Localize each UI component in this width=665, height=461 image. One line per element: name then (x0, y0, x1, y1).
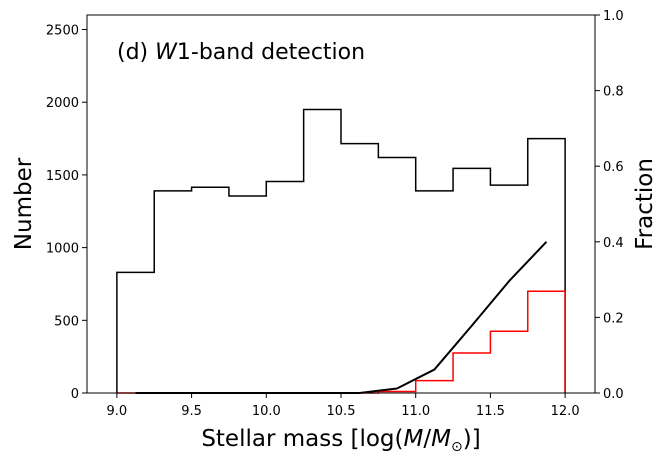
y-axis-label-right: Fraction (632, 158, 658, 250)
histogram-step-series-1 (116, 290, 566, 394)
x-tick-label: 11.5 (476, 404, 505, 419)
y-tick-label: 1000 (46, 242, 79, 257)
x-tick-label: 11.0 (401, 404, 430, 419)
histogram-step-series-0 (116, 108, 566, 393)
y-axis-label: Number (11, 157, 37, 250)
y-right-tick-label: 0.6 (603, 160, 624, 175)
y-right-tick-label: 0.2 (603, 311, 624, 326)
y-tick-label: 500 (54, 314, 79, 329)
y-right-tick-label: 1.0 (603, 9, 624, 24)
y-tick-label: 0 (71, 387, 79, 402)
y-tick-label: 1500 (46, 169, 79, 184)
x-tick-label: 12.0 (551, 404, 580, 419)
fraction-line-series-2 (135, 241, 548, 394)
plot-area (116, 108, 566, 394)
x-tick-label: 9.0 (107, 404, 128, 419)
x-tick-label: 10.5 (327, 404, 356, 419)
y-right-tick-label: 0.4 (603, 236, 624, 251)
axis-ticks: 9.0 9.5 10.0 10.5 11.0 11.5 12.0 0 500 1000 1500 20… (46, 9, 624, 419)
x-tick-label: 9.5 (181, 404, 202, 419)
y-tick-label: 2000 (46, 96, 79, 111)
plot-frame (86, 14, 596, 394)
y-right-tick-label: 0.8 (603, 85, 624, 100)
x-axis-label: Stellar mass [log(M/M⊙)] (201, 426, 480, 455)
x-tick-label: 10.0 (252, 404, 281, 419)
y-right-tick-label: 0.0 (603, 387, 624, 402)
y-tick-label: 2500 (46, 24, 79, 39)
chart-title: (d) W1-band detection (117, 40, 365, 65)
